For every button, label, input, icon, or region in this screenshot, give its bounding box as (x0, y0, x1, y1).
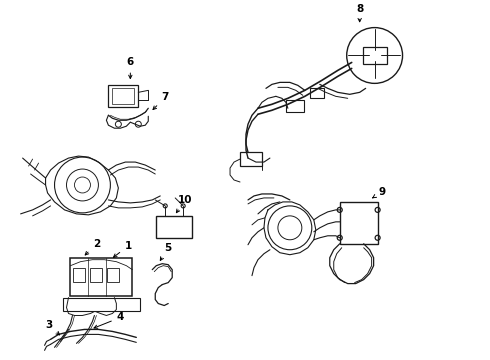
Bar (74, 268, 85, 282)
Text: 4: 4 (94, 312, 124, 328)
Text: 2: 2 (85, 239, 100, 255)
Bar (363, 46, 387, 64)
Bar (156, 216, 192, 238)
Bar (71, 258, 132, 296)
Text: 6: 6 (127, 58, 134, 78)
Text: 10: 10 (176, 195, 193, 213)
Bar (112, 88, 134, 104)
Text: 3: 3 (45, 320, 60, 335)
Text: 7: 7 (153, 92, 169, 109)
Text: 1: 1 (113, 241, 132, 257)
Bar (91, 268, 102, 282)
Bar (107, 268, 120, 282)
Text: 5: 5 (160, 243, 172, 260)
Bar (286, 100, 304, 112)
Text: 8: 8 (356, 4, 363, 22)
Bar (240, 152, 262, 166)
Bar (63, 298, 140, 311)
Bar (340, 202, 378, 244)
Text: 9: 9 (373, 187, 385, 198)
Bar (310, 88, 324, 98)
Bar (108, 85, 138, 107)
